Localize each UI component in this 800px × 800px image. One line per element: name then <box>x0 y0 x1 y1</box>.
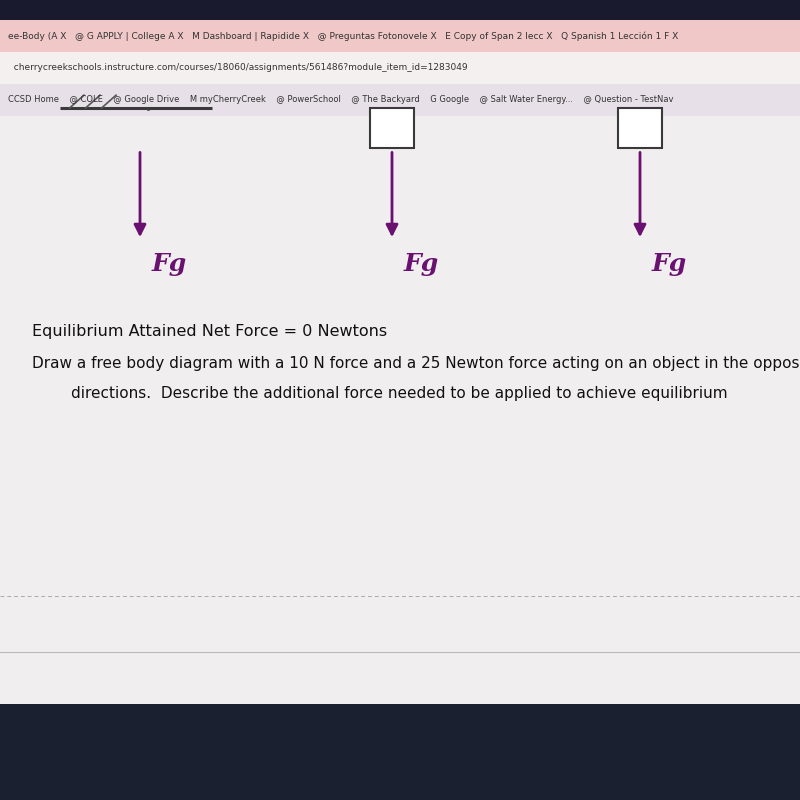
Text: Fg: Fg <box>152 252 187 276</box>
Text: cherrycreekschools.instructure.com/courses/18060/assignments/561486?module_item_: cherrycreekschools.instructure.com/cours… <box>8 63 468 73</box>
Text: CCSD Home    @ COLE    @ Google Drive    M myCherryCreek    @ PowerSchool    @ T: CCSD Home @ COLE @ Google Drive M myCher… <box>8 95 674 105</box>
Bar <box>0 84 800 116</box>
Bar <box>618 108 662 148</box>
Text: Fg: Fg <box>404 252 439 276</box>
Text: ee-Body (A X   @ G APPLY | College A X   M Dashboard | Rapidide X   @ Preguntas : ee-Body (A X @ G APPLY | College A X M D… <box>8 31 678 41</box>
Text: directions.  Describe the additional force needed to be applied to achieve equil: directions. Describe the additional forc… <box>32 386 728 402</box>
Bar <box>370 108 414 148</box>
Bar <box>0 20 800 52</box>
Text: Equilibrium Attained Net Force = 0 Newtons: Equilibrium Attained Net Force = 0 Newto… <box>32 324 387 339</box>
Bar <box>0 52 800 84</box>
Text: Fg: Fg <box>652 252 687 276</box>
Text: Draw a free body diagram with a 10 N force and a 25 Newton force acting on an ob: Draw a free body diagram with a 10 N for… <box>32 356 800 371</box>
Bar <box>0 116 800 800</box>
Bar <box>0 704 800 800</box>
